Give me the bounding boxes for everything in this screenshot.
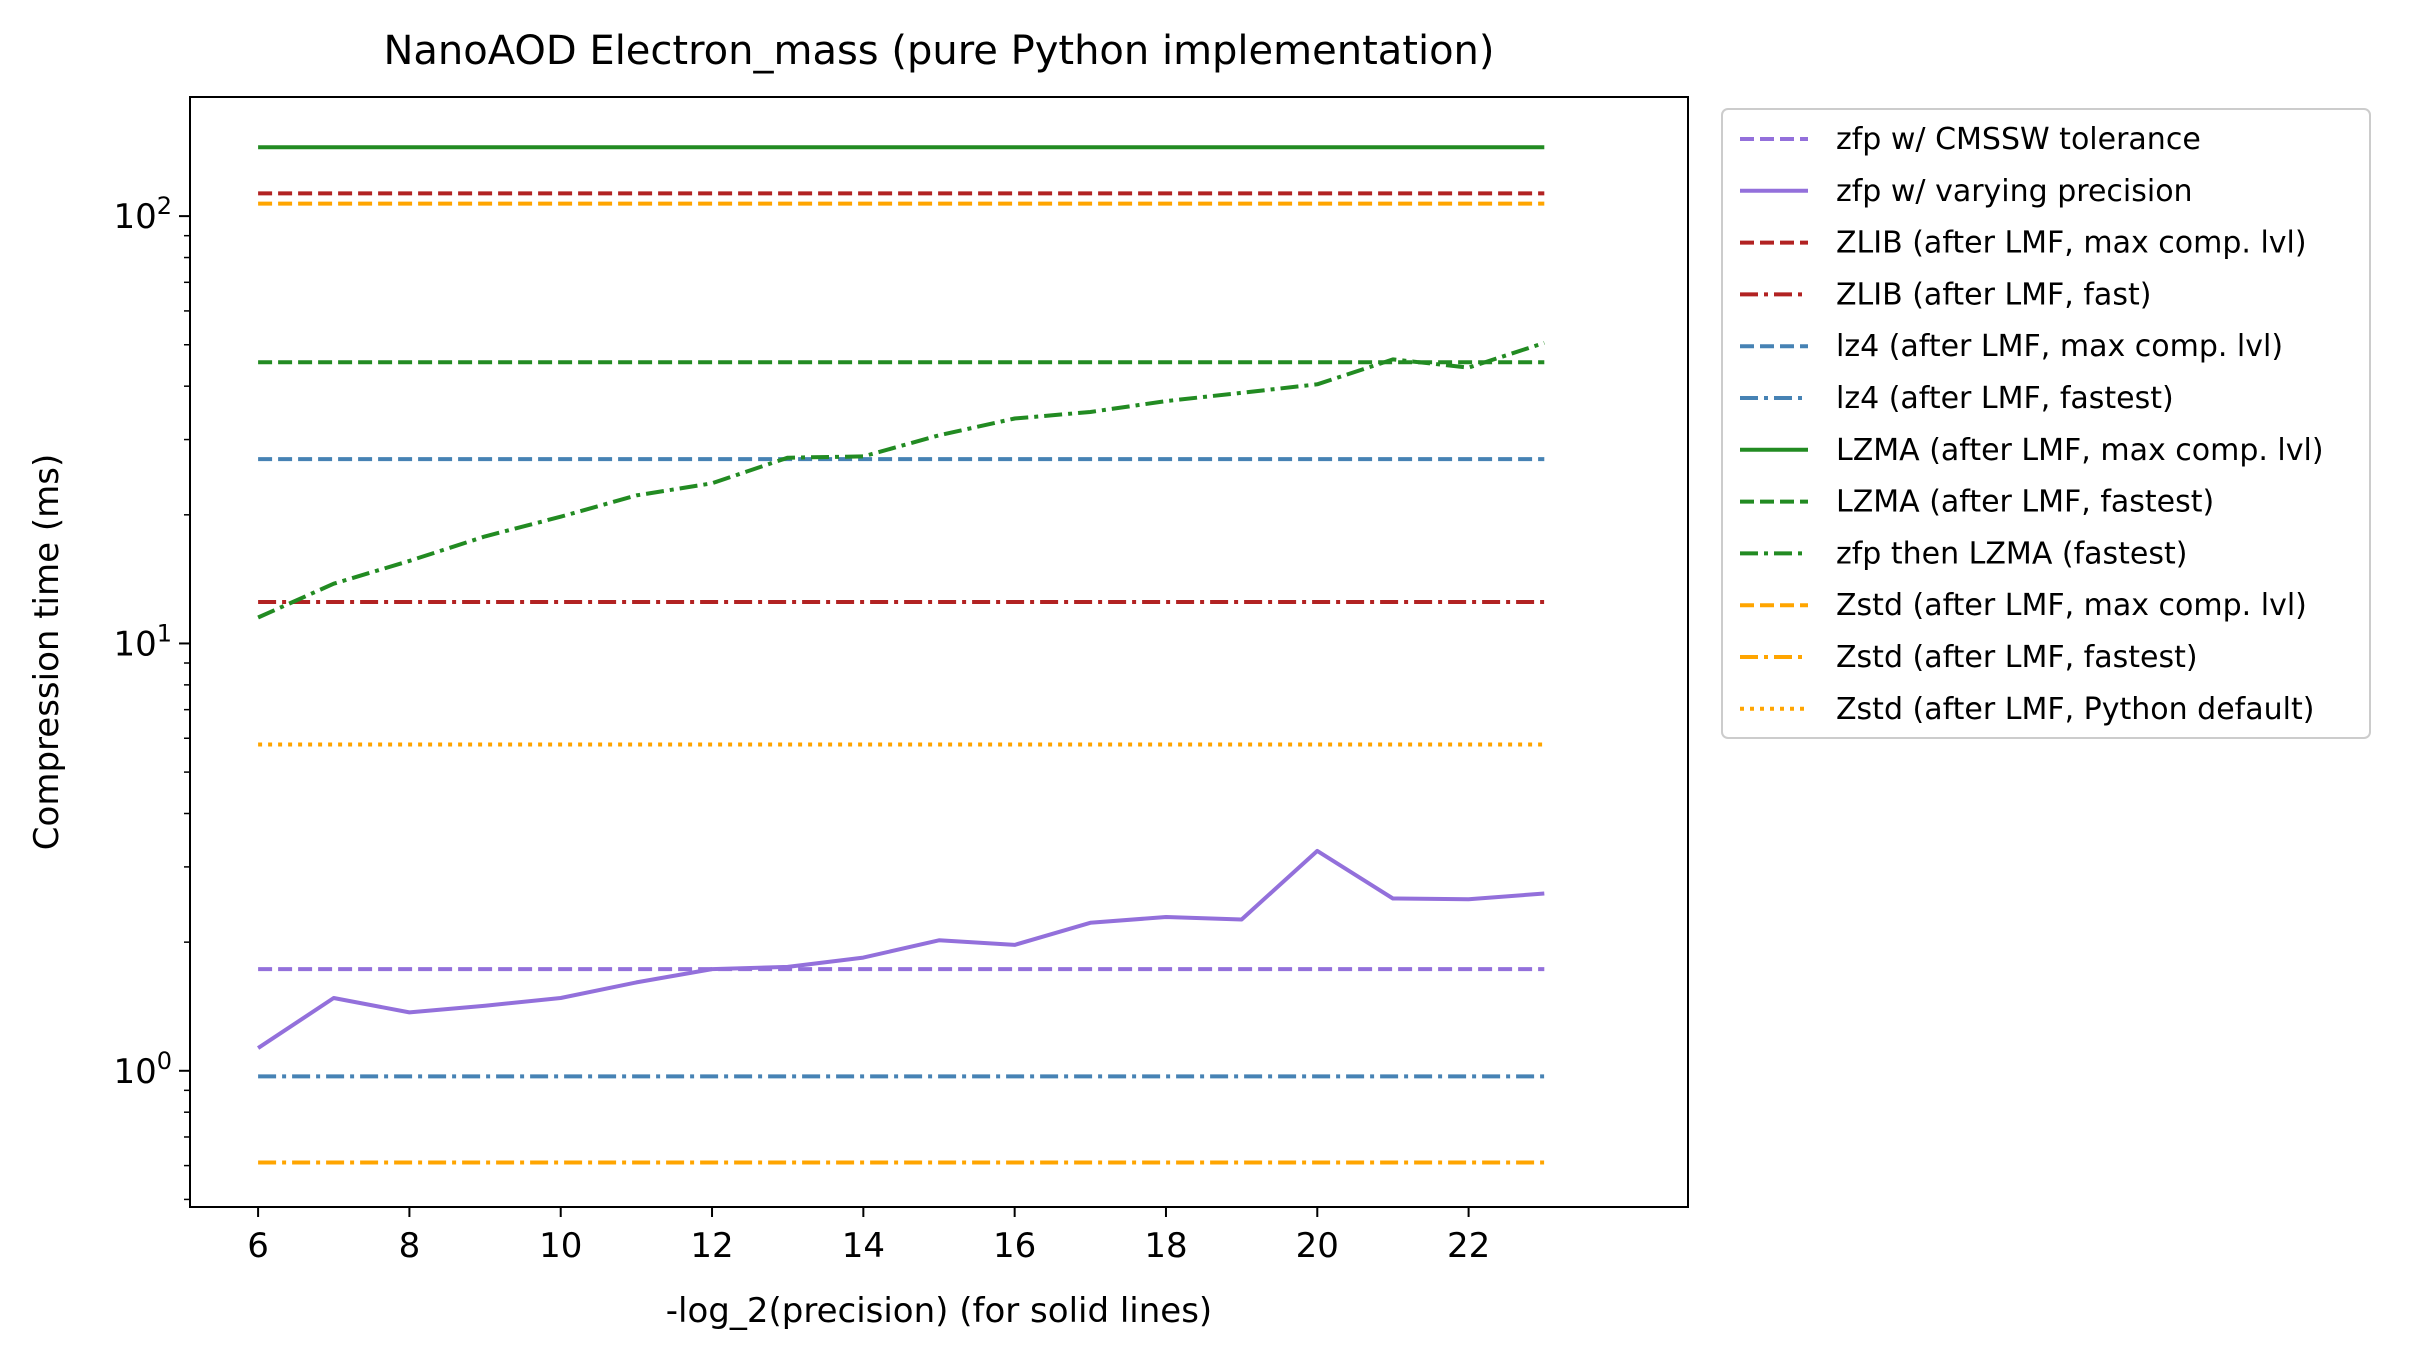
series-line-1 — [256, 848, 1545, 1050]
legend-label-1: zfp w/ varying precision — [1836, 174, 2193, 209]
legend-label-4: lz4 (after LMF, max comp. lvl) — [1836, 329, 2283, 364]
x-tick-label: 16 — [993, 1226, 1036, 1266]
legend-label-5: lz4 (after LMF, fastest) — [1836, 381, 2174, 416]
legend-label-9: Zstd (after LMF, max comp. lvl) — [1836, 588, 2307, 623]
chart-title: NanoAOD Electron_mass (pure Python imple… — [384, 28, 1495, 74]
legend-label-6: LZMA (after LMF, max comp. lvl) — [1836, 433, 2324, 468]
legend-label-8: zfp then LZMA (fastest) — [1836, 536, 2187, 571]
y-axis-label: Compression time (ms) — [27, 454, 67, 850]
x-tick-label: 20 — [1296, 1226, 1339, 1266]
x-tick-label: 14 — [842, 1226, 885, 1266]
axes-frame — [189, 96, 1689, 1208]
x-tick-label: 8 — [399, 1226, 421, 1266]
legend-label-3: ZLIB (after LMF, fast) — [1836, 277, 2151, 312]
legend-frame — [1721, 108, 2371, 739]
x-tick-label: 12 — [690, 1226, 733, 1266]
legend: zfp w/ CMSSW tolerance zfp w/ varying pre… — [1721, 108, 2371, 739]
x-axis-label: -log_2(precision) (for solid lines) — [666, 1291, 1212, 1331]
legend-label-2: ZLIB (after LMF, max comp. lvl) — [1836, 226, 2307, 261]
y-tick-label: 102 — [113, 192, 172, 237]
x-tick-label: 22 — [1447, 1226, 1490, 1266]
x-tick-label: 6 — [247, 1226, 269, 1266]
x-axis: 6 8 10 12 14 16 18 20 22 — [247, 1207, 1490, 1266]
x-tick-label: 18 — [1144, 1226, 1187, 1266]
plot-area — [256, 145, 1545, 1165]
series-line-8 — [257, 340, 1545, 620]
legend-label-0: zfp w/ CMSSW tolerance — [1836, 122, 2201, 157]
y-tick-label: 100 — [113, 1047, 172, 1092]
y-tick-label: 101 — [113, 619, 172, 664]
legend-label-10: Zstd (after LMF, fastest) — [1836, 640, 2198, 675]
legend-label-11: Zstd (after LMF, Python default) — [1836, 692, 2314, 727]
x-tick-label: 10 — [539, 1226, 582, 1266]
legend-label-7: LZMA (after LMF, fastest) — [1836, 485, 2214, 520]
y-axis: 100 101 102 — [113, 192, 190, 1201]
